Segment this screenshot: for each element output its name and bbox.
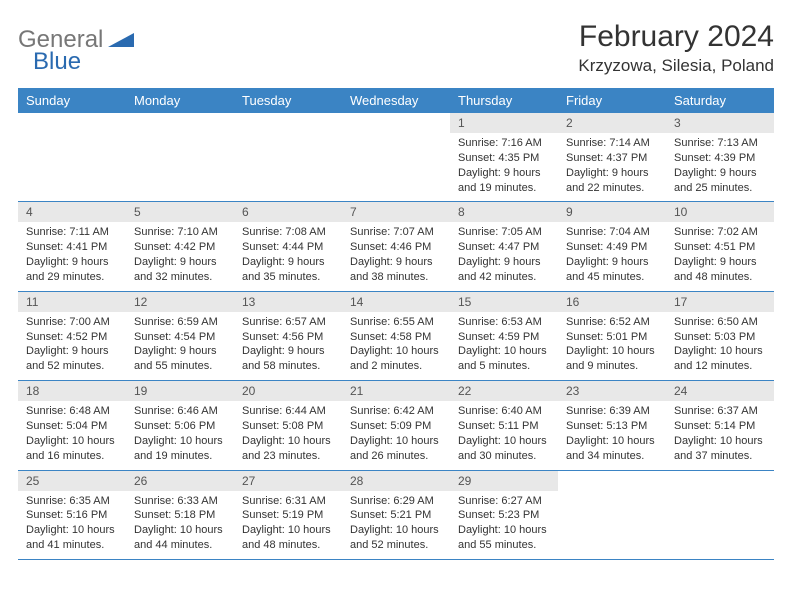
day-number-cell: 25: [18, 470, 126, 491]
logo-triangle-icon: [108, 29, 134, 52]
day-info-cell: [234, 133, 342, 202]
day-info-cell: Sunrise: 6:27 AMSunset: 5:23 PMDaylight:…: [450, 491, 558, 560]
day-info-cell: Sunrise: 6:29 AMSunset: 5:21 PMDaylight:…: [342, 491, 450, 560]
day-info-cell: Sunrise: 6:39 AMSunset: 5:13 PMDaylight:…: [558, 401, 666, 470]
day-number-cell: 9: [558, 202, 666, 223]
day-info-cell: Sunrise: 7:16 AMSunset: 4:35 PMDaylight:…: [450, 133, 558, 202]
day-info-cell: Sunrise: 7:04 AMSunset: 4:49 PMDaylight:…: [558, 222, 666, 291]
day-number-cell: 7: [342, 202, 450, 223]
day-info-cell: [18, 133, 126, 202]
day-number-cell: 19: [126, 381, 234, 402]
day-header: Monday: [126, 88, 234, 113]
day-header: Friday: [558, 88, 666, 113]
day-info-cell: Sunrise: 6:57 AMSunset: 4:56 PMDaylight:…: [234, 312, 342, 381]
day-header: Tuesday: [234, 88, 342, 113]
day-info-row: Sunrise: 7:00 AMSunset: 4:52 PMDaylight:…: [18, 312, 774, 381]
title-area: February 2024 Krzyzowa, Silesia, Poland: [578, 20, 774, 76]
day-info-cell: Sunrise: 7:11 AMSunset: 4:41 PMDaylight:…: [18, 222, 126, 291]
day-number-row: 11121314151617: [18, 291, 774, 312]
day-header: Wednesday: [342, 88, 450, 113]
day-info-cell: Sunrise: 6:52 AMSunset: 5:01 PMDaylight:…: [558, 312, 666, 381]
logo-text-blue: Blue: [33, 48, 81, 75]
day-number-cell: [558, 470, 666, 491]
day-info-cell: Sunrise: 7:13 AMSunset: 4:39 PMDaylight:…: [666, 133, 774, 202]
day-number-row: 2526272829: [18, 470, 774, 491]
day-number-cell: 18: [18, 381, 126, 402]
day-info-cell: Sunrise: 7:00 AMSunset: 4:52 PMDaylight:…: [18, 312, 126, 381]
day-number-cell: 12: [126, 291, 234, 312]
day-number-cell: 20: [234, 381, 342, 402]
day-info-cell: Sunrise: 7:14 AMSunset: 4:37 PMDaylight:…: [558, 133, 666, 202]
day-number-cell: 21: [342, 381, 450, 402]
day-number-cell: 1: [450, 113, 558, 133]
location: Krzyzowa, Silesia, Poland: [578, 56, 774, 76]
day-header: Sunday: [18, 88, 126, 113]
day-info-cell: Sunrise: 6:44 AMSunset: 5:08 PMDaylight:…: [234, 401, 342, 470]
day-number-cell: 3: [666, 113, 774, 133]
day-number-cell: 6: [234, 202, 342, 223]
day-number-cell: 2: [558, 113, 666, 133]
day-info-cell: Sunrise: 7:08 AMSunset: 4:44 PMDaylight:…: [234, 222, 342, 291]
day-info-cell: Sunrise: 6:59 AMSunset: 4:54 PMDaylight:…: [126, 312, 234, 381]
day-number-cell: [666, 470, 774, 491]
day-info-cell: Sunrise: 6:42 AMSunset: 5:09 PMDaylight:…: [342, 401, 450, 470]
day-number-row: 18192021222324: [18, 381, 774, 402]
day-number-cell: [126, 113, 234, 133]
day-number-cell: 8: [450, 202, 558, 223]
day-info-cell: Sunrise: 6:40 AMSunset: 5:11 PMDaylight:…: [450, 401, 558, 470]
day-number-cell: 13: [234, 291, 342, 312]
day-info-cell: Sunrise: 6:50 AMSunset: 5:03 PMDaylight:…: [666, 312, 774, 381]
day-info-cell: [342, 133, 450, 202]
day-number-cell: 24: [666, 381, 774, 402]
day-info-cell: Sunrise: 6:55 AMSunset: 4:58 PMDaylight:…: [342, 312, 450, 381]
day-info-cell: Sunrise: 7:07 AMSunset: 4:46 PMDaylight:…: [342, 222, 450, 291]
header: General February 2024 Krzyzowa, Silesia,…: [18, 20, 774, 76]
day-number-cell: 17: [666, 291, 774, 312]
day-info-row: Sunrise: 7:11 AMSunset: 4:41 PMDaylight:…: [18, 222, 774, 291]
month-title: February 2024: [578, 20, 774, 54]
day-number-cell: 16: [558, 291, 666, 312]
day-number-cell: [342, 113, 450, 133]
day-info-cell: Sunrise: 6:31 AMSunset: 5:19 PMDaylight:…: [234, 491, 342, 560]
day-info-cell: Sunrise: 7:02 AMSunset: 4:51 PMDaylight:…: [666, 222, 774, 291]
day-number-row: 123: [18, 113, 774, 133]
day-info-row: Sunrise: 6:48 AMSunset: 5:04 PMDaylight:…: [18, 401, 774, 470]
day-info-cell: Sunrise: 7:05 AMSunset: 4:47 PMDaylight:…: [450, 222, 558, 291]
day-number-cell: 28: [342, 470, 450, 491]
day-number-row: 45678910: [18, 202, 774, 223]
day-info-cell: Sunrise: 6:53 AMSunset: 4:59 PMDaylight:…: [450, 312, 558, 381]
day-number-cell: [234, 113, 342, 133]
day-info-row: Sunrise: 6:35 AMSunset: 5:16 PMDaylight:…: [18, 491, 774, 560]
day-number-cell: 4: [18, 202, 126, 223]
day-info-cell: Sunrise: 6:35 AMSunset: 5:16 PMDaylight:…: [18, 491, 126, 560]
day-number-cell: 26: [126, 470, 234, 491]
day-info-cell: Sunrise: 7:10 AMSunset: 4:42 PMDaylight:…: [126, 222, 234, 291]
day-info-cell: Sunrise: 6:46 AMSunset: 5:06 PMDaylight:…: [126, 401, 234, 470]
day-number-cell: 10: [666, 202, 774, 223]
day-info-cell: [558, 491, 666, 560]
day-info-cell: Sunrise: 6:37 AMSunset: 5:14 PMDaylight:…: [666, 401, 774, 470]
day-header: Saturday: [666, 88, 774, 113]
day-info-row: Sunrise: 7:16 AMSunset: 4:35 PMDaylight:…: [18, 133, 774, 202]
day-number-cell: 23: [558, 381, 666, 402]
day-info-cell: Sunrise: 6:48 AMSunset: 5:04 PMDaylight:…: [18, 401, 126, 470]
logo-sub: Blue: [33, 48, 81, 76]
calendar-table: SundayMondayTuesdayWednesdayThursdayFrid…: [18, 88, 774, 560]
day-number-cell: 5: [126, 202, 234, 223]
day-number-cell: 15: [450, 291, 558, 312]
day-number-cell: 14: [342, 291, 450, 312]
day-number-cell: 27: [234, 470, 342, 491]
day-header-row: SundayMondayTuesdayWednesdayThursdayFrid…: [18, 88, 774, 113]
day-number-cell: 22: [450, 381, 558, 402]
day-info-cell: [126, 133, 234, 202]
day-number-cell: [18, 113, 126, 133]
day-number-cell: 11: [18, 291, 126, 312]
day-number-cell: 29: [450, 470, 558, 491]
day-header: Thursday: [450, 88, 558, 113]
day-info-cell: [666, 491, 774, 560]
day-info-cell: Sunrise: 6:33 AMSunset: 5:18 PMDaylight:…: [126, 491, 234, 560]
